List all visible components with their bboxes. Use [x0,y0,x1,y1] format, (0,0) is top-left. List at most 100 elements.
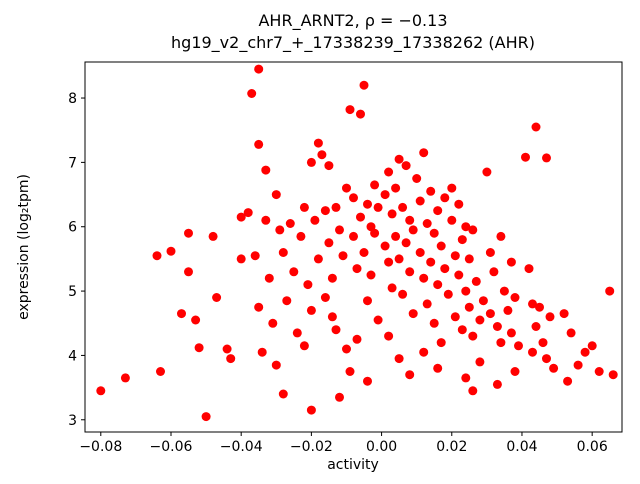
scatter-point [524,264,534,274]
scatter-point [492,379,502,389]
scatter-point [408,309,418,319]
x-tick-label: 0.04 [506,439,537,455]
scatter-point [531,322,541,331]
scatter-point [166,246,176,256]
scatter-point [545,312,555,322]
scatter-point [342,344,351,354]
scatter-point [191,315,201,325]
scatter-point [429,228,439,238]
scatter-point [194,343,204,353]
scatter-point [306,405,316,415]
scatter-point [331,202,341,212]
scatter-point [475,315,485,325]
scatter-point [380,190,390,200]
scatter-point [433,363,443,373]
scatter-point [506,328,516,338]
scatter-point [299,202,309,212]
scatter-point [387,283,397,293]
scatter-point [184,267,193,277]
scatter-point [401,161,411,171]
scatter-point [356,109,365,119]
scatter-point [608,370,618,380]
scatter-point [429,318,439,328]
scatter-point [356,212,365,222]
scatter-point [440,193,450,203]
chart-subtitle: hg19_v2_chr7_+_17338239_17338262 (AHR) [171,33,535,53]
scatter-point [433,206,443,216]
scatter-point [549,363,559,373]
scatter-point [563,376,573,386]
scatter-point [391,231,401,241]
scatter-point [250,251,260,261]
chart-title: AHR_ARNT2, ρ = −0.13 [258,11,447,31]
scatter-point [271,190,281,200]
scatter-point [503,305,513,315]
scatter-point [450,312,460,322]
scatter-point [457,235,467,245]
scatter-point [454,270,464,280]
scatter-point [405,267,415,277]
scatter-point [394,154,404,164]
y-tick-label: 7 [68,155,77,171]
scatter-point [261,215,271,225]
scatter-point [510,293,520,302]
scatter-point [359,80,369,90]
scatter-point [492,322,502,331]
scatter-point [447,183,457,193]
scatter-point [338,251,348,261]
scatter-point [201,412,211,422]
scatter-point [475,357,485,367]
scatter-point [412,174,422,183]
plot-border [84,61,623,433]
scatter-point [419,273,429,283]
scatter-point [457,325,467,335]
scatter-point [352,334,362,344]
scatter-point [398,289,408,299]
scatter-point [292,328,302,338]
scatter-point [310,215,320,225]
scatter-point [426,186,436,196]
axis-ticks: −0.08 −0.06 −0.04 −0.02 0.00 0.02 0.04 0.06 3 4 5 6… [68,91,608,455]
scatter-point [177,309,186,319]
scatter-point [257,347,267,357]
scatter-point [363,376,372,386]
scatter-point [254,64,264,74]
scatter-point [510,367,520,376]
scatter-point [299,341,309,351]
scatter-point [496,231,506,241]
scatter-point [531,122,541,132]
scatter-point [485,248,495,257]
scatter-point [380,241,390,251]
scatter-point [303,280,313,290]
scatter-point [282,296,292,306]
scatter-point [236,212,246,222]
scatter-point [468,225,478,235]
scatter-point [285,219,295,228]
scatter-point [436,338,446,348]
y-tick-label: 3 [68,413,77,429]
scatter-point [408,225,418,235]
scatter-point [440,264,450,274]
scatter-point [496,338,506,348]
scatter-point [384,167,394,177]
scatter-point [401,238,411,248]
scatter-point [370,180,380,190]
scatter-point [254,139,264,149]
scatter-point [499,286,509,296]
scatter-point [373,315,383,325]
scatter-point [415,248,425,257]
scatter-point [236,254,246,264]
scatter-point [419,148,429,158]
scatter-point [363,199,372,209]
scatter-point [566,328,576,338]
scatter-point [226,354,236,364]
scatter-point [261,165,271,175]
scatter-point [352,264,362,274]
scatter-point [327,312,337,322]
scatter-point [156,367,165,376]
scatter-point [313,254,323,264]
scatter-point [306,305,316,315]
scatter-point [405,370,415,380]
scatter-point [275,225,285,235]
